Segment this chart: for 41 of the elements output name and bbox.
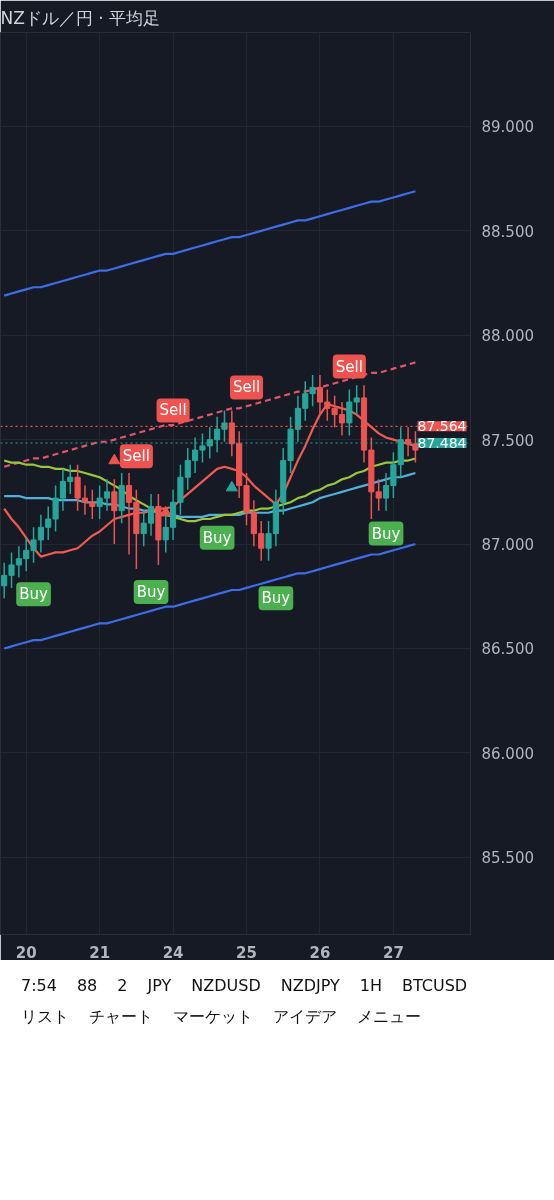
line-series bbox=[3, 190, 417, 297]
data-label: Sell bbox=[335, 357, 363, 376]
text: マーケット bbox=[173, 1005, 253, 1028]
y-tick-label: 88.000 bbox=[481, 327, 534, 346]
data-label: Sell bbox=[122, 447, 150, 466]
text: 88 bbox=[76, 975, 98, 997]
y-tick-label: 88.500 bbox=[481, 222, 534, 241]
x-tick-label: 21 bbox=[89, 943, 111, 962]
chart-title: NZドル／円 · 平均足 bbox=[0, 7, 161, 28]
text: JPY bbox=[147, 975, 172, 997]
x-tick-label: 26 bbox=[309, 943, 331, 962]
text: NZDUSD bbox=[191, 975, 261, 997]
text: メニュー bbox=[357, 1005, 421, 1028]
text: アイデア bbox=[273, 1005, 337, 1028]
x-tick-label: 25 bbox=[236, 943, 257, 962]
data-label: Sell bbox=[159, 401, 187, 420]
candlestick bbox=[221, 409, 228, 443]
point bbox=[225, 480, 238, 492]
x-tick-label: 20 bbox=[15, 943, 37, 962]
x-tick-label: 27 bbox=[382, 943, 404, 962]
y-tick-label: 86.500 bbox=[481, 640, 534, 659]
ref-line-label: 87.564 bbox=[417, 418, 467, 435]
text: リスト bbox=[21, 1005, 69, 1028]
y-tick-label: 85.500 bbox=[481, 849, 534, 868]
text: NZDJPY bbox=[280, 975, 340, 997]
data-label: Buy bbox=[19, 585, 49, 604]
y-tick-label: 89.000 bbox=[481, 118, 534, 137]
text: BTCUSD bbox=[401, 975, 468, 997]
text: 2 bbox=[117, 975, 128, 997]
data-label: Sell bbox=[232, 378, 261, 397]
ref-line-label: 87.484 bbox=[417, 434, 467, 451]
candlestick bbox=[111, 478, 118, 545]
y-tick-label: 86.000 bbox=[481, 744, 534, 763]
text: 1H bbox=[359, 975, 382, 997]
line-series bbox=[3, 361, 417, 468]
point bbox=[108, 453, 121, 465]
y-tick-label: 87.000 bbox=[481, 536, 534, 555]
text: 7:54 bbox=[21, 975, 57, 997]
y-tick-label: 87.500 bbox=[481, 431, 534, 450]
text: チャート bbox=[89, 1005, 153, 1028]
x-tick-label: 24 bbox=[162, 943, 184, 962]
